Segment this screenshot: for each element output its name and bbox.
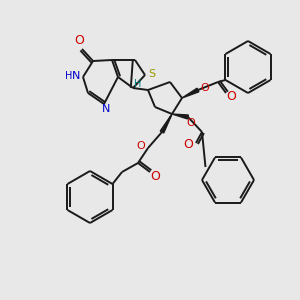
Text: O: O bbox=[150, 169, 160, 182]
Text: O: O bbox=[187, 118, 195, 128]
Polygon shape bbox=[172, 114, 188, 119]
Polygon shape bbox=[160, 114, 172, 133]
Text: O: O bbox=[201, 83, 209, 93]
Text: O: O bbox=[74, 34, 84, 47]
Text: N: N bbox=[102, 104, 110, 114]
Polygon shape bbox=[182, 88, 199, 98]
Text: S: S bbox=[148, 69, 156, 79]
Text: O: O bbox=[183, 139, 193, 152]
Text: N: N bbox=[72, 71, 80, 81]
Text: H: H bbox=[134, 79, 142, 89]
Text: H: H bbox=[65, 71, 73, 81]
Text: O: O bbox=[226, 91, 236, 103]
Text: O: O bbox=[136, 141, 146, 151]
